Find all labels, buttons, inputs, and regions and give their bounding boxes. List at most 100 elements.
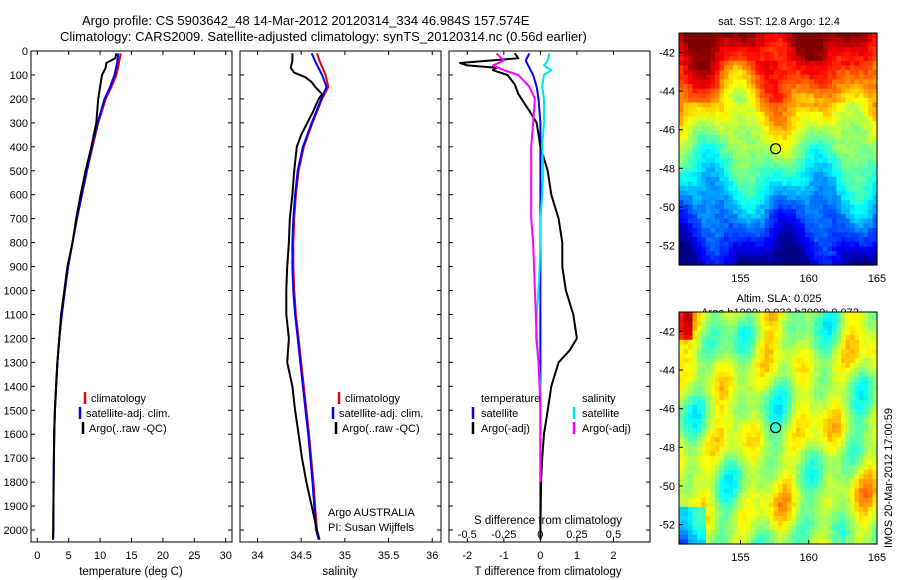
heatmap-cell: [773, 530, 779, 536]
heatmap-cell: [773, 74, 779, 80]
heatmap-cell: [764, 121, 770, 127]
heatmap-cell: [719, 460, 725, 466]
heatmap-cell: [769, 516, 775, 522]
heatmap-cell: [683, 42, 689, 48]
heatmap-cell: [706, 349, 712, 355]
heatmap-cell: [859, 428, 865, 434]
heatmap-cell: [809, 260, 815, 266]
heatmap-cell: [845, 37, 851, 43]
heatmap-cell: [872, 97, 878, 104]
heatmap-cell: [850, 455, 856, 462]
heatmap-cell: [679, 312, 685, 318]
x-tick-label: 36: [426, 550, 438, 562]
heatmap-cell: [872, 130, 878, 136]
heatmap-cell: [737, 88, 743, 94]
heatmap-cell: [787, 349, 793, 355]
heatmap-cell: [782, 321, 788, 327]
heatmap-cell: [769, 390, 775, 397]
heatmap-cell: [764, 232, 770, 238]
heatmap-cell: [764, 381, 770, 387]
heatmap-cell: [724, 349, 730, 355]
heatmap-cell: [859, 111, 865, 118]
heatmap-cell: [706, 51, 712, 57]
heatmap-cell: [773, 200, 779, 206]
heatmap-cell: [697, 42, 703, 48]
heatmap-cell: [854, 139, 860, 145]
heatmap-cell: [836, 246, 842, 252]
heatmap-cell: [868, 125, 874, 132]
heatmap-cell: [854, 232, 860, 238]
heatmap-cell: [859, 158, 865, 164]
heatmap-cell: [737, 255, 743, 261]
heatmap-cell: [778, 474, 784, 480]
heatmap-cell: [800, 409, 806, 415]
heatmap-cell: [710, 312, 716, 318]
heatmap-cell: [706, 65, 712, 71]
heatmap-cell: [737, 172, 743, 178]
heatmap-cell: [769, 195, 775, 201]
heatmap-cell: [863, 218, 869, 224]
heatmap-cell: [791, 520, 797, 527]
heatmap-cell: [787, 227, 793, 234]
heatmap-cell: [787, 409, 793, 415]
heatmap-cell: [697, 213, 703, 220]
heatmap-cell: [679, 428, 685, 434]
heatmap-cell: [697, 516, 703, 522]
heatmap-cell: [679, 246, 685, 252]
heatmap-cell: [746, 107, 752, 113]
heatmap-cell: [800, 339, 806, 346]
heatmap-cell: [746, 232, 752, 238]
heatmap-cell: [841, 42, 847, 48]
heatmap-cell: [859, 400, 865, 406]
heatmap-cell: [791, 88, 797, 94]
heatmap-cell: [872, 469, 878, 475]
heatmap-cell: [733, 525, 739, 531]
heatmap-cell: [850, 181, 856, 187]
heatmap-cell: [715, 525, 721, 531]
heatmap-cell: [787, 65, 793, 71]
heatmap-cell: [823, 241, 829, 248]
heatmap-cell: [814, 349, 820, 355]
heatmap-cell: [751, 162, 757, 169]
heatmap-cell: [737, 395, 743, 401]
heatmap-cell: [773, 455, 779, 462]
heatmap-cell: [760, 204, 766, 210]
heatmap-cell: [818, 372, 824, 378]
heatmap-cell: [710, 158, 716, 164]
heatmap-cell: [773, 335, 779, 341]
heatmap-cell: [706, 172, 712, 178]
heatmap-cell: [868, 251, 874, 257]
heatmap-cell: [719, 418, 725, 424]
heatmap-cell: [769, 33, 775, 39]
heatmap-cell: [710, 190, 716, 196]
heatmap-cell: [751, 414, 757, 420]
heatmap-cell: [863, 428, 869, 434]
heatmap-cell: [697, 325, 703, 332]
heatmap-cell: [755, 65, 761, 71]
heatmap-cell: [764, 60, 770, 67]
heatmap-cell: [832, 125, 838, 132]
heatmap-cell: [818, 139, 824, 145]
heatmap-cell: [854, 325, 860, 332]
heatmap-cell: [841, 172, 847, 178]
heatmap-cell: [679, 79, 685, 85]
heatmap-cell: [697, 218, 703, 224]
heatmap-cell: [733, 455, 739, 462]
y-tick-label: 1900: [4, 501, 28, 513]
heatmap-cell: [755, 116, 761, 122]
heatmap-cell: [823, 414, 829, 420]
heatmap-cell: [728, 511, 734, 517]
heatmap-cell: [751, 316, 757, 322]
heatmap-cell: [778, 97, 784, 104]
heatmap-cell: [715, 502, 721, 508]
heatmap-cell: [868, 213, 874, 220]
heatmap-cell: [679, 218, 685, 224]
heatmap-cell: [809, 42, 815, 48]
heatmap-cell: [755, 260, 761, 266]
heatmap-cell: [742, 158, 748, 164]
heatmap-cell: [760, 190, 766, 196]
heatmap-cell: [760, 432, 766, 438]
heatmap-cell: [701, 488, 707, 494]
heatmap-cell: [683, 474, 689, 480]
heatmap-cell: [805, 37, 811, 43]
